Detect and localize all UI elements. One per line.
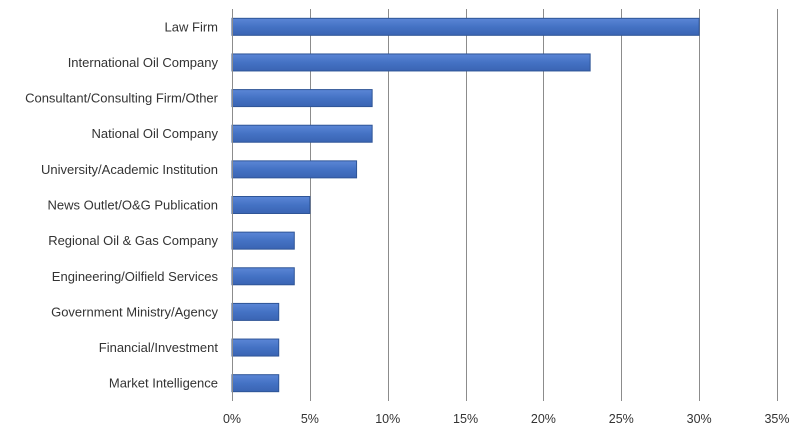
category-label: Engineering/Oilfield Services <box>52 269 219 284</box>
bar-2 <box>231 89 373 108</box>
bar-1 <box>231 53 591 72</box>
x-tick-label: 35% <box>764 412 789 426</box>
bar-5 <box>231 196 311 214</box>
category-label: Law Firm <box>165 19 218 34</box>
x-tick-labels: 0% 5% 10% 15% 20% 25% 30% 35% <box>223 412 790 426</box>
category-label: Market Intelligence <box>109 376 218 391</box>
category-label: Government Ministry/Agency <box>51 304 218 319</box>
category-labels: Law Firm International Oil Company Consult… <box>25 19 219 390</box>
bar-9 <box>231 338 280 357</box>
category-label: National Oil Company <box>92 126 219 141</box>
bar-10 <box>231 374 280 393</box>
x-tick-label: 15% <box>453 412 478 426</box>
bar-4 <box>231 160 358 179</box>
x-tick-label: 10% <box>375 412 400 426</box>
category-label: International Oil Company <box>68 55 219 70</box>
x-tick-label: 20% <box>531 412 556 426</box>
category-label: Regional Oil & Gas Company <box>48 233 218 248</box>
bar-6 <box>231 231 295 250</box>
bar-3 <box>231 124 373 143</box>
grid-lines <box>310 9 778 401</box>
bars <box>231 17 700 393</box>
x-tick-label: 5% <box>301 412 319 426</box>
bar-0 <box>231 17 700 36</box>
bar-8 <box>231 302 280 321</box>
bar-7 <box>231 267 295 286</box>
x-tick-label: 25% <box>609 412 634 426</box>
category-label: News Outlet/O&G Publication <box>47 198 218 213</box>
category-label: Consultant/Consulting Firm/Other <box>25 91 219 106</box>
category-label: University/Academic Institution <box>41 162 218 177</box>
x-tick-label: 30% <box>687 412 712 426</box>
x-tick-label: 0% <box>223 412 241 426</box>
category-label: Financial/Investment <box>99 340 219 355</box>
